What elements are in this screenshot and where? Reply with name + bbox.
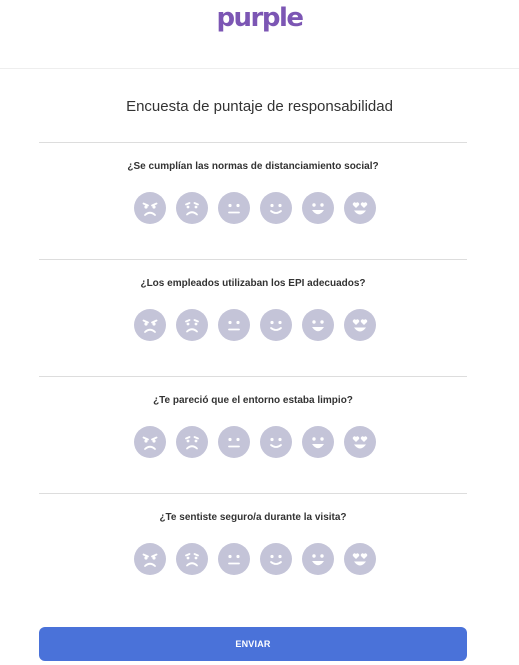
submit-button[interactable]: ENVIAR (39, 627, 467, 661)
survey-title: Encuesta de puntaje de responsabilidad (126, 98, 393, 115)
question-section-4: ¿Te sentiste seguro/a durante la visita? (39, 493, 467, 575)
question-section-3: ¿Te pareció que el entorno estaba limpio… (39, 376, 467, 458)
question-section-2: ¿Los empleados utilizaban los EPI adecua… (39, 259, 467, 341)
heart-eyes-face-icon[interactable] (344, 192, 376, 224)
happy-face-icon[interactable] (302, 426, 334, 458)
heart-eyes-face-icon[interactable] (344, 426, 376, 458)
neutral-face-icon[interactable] (218, 426, 250, 458)
slight-smile-face-icon[interactable] (260, 543, 292, 575)
angry-face-icon[interactable] (134, 192, 166, 224)
sad-face-icon[interactable] (176, 426, 208, 458)
heart-eyes-face-icon[interactable] (344, 309, 376, 341)
neutral-face-icon[interactable] (218, 309, 250, 341)
question-text: ¿Te sentiste seguro/a durante la visita? (159, 512, 347, 523)
happy-face-icon[interactable] (302, 192, 334, 224)
slight-smile-face-icon[interactable] (260, 309, 292, 341)
brand-logo: purple (216, 3, 304, 33)
header: purple (0, 0, 519, 69)
rating-faces (134, 426, 376, 458)
slight-smile-face-icon[interactable] (260, 192, 292, 224)
sad-face-icon[interactable] (176, 192, 208, 224)
question-text: ¿Los empleados utilizaban los EPI adecua… (140, 278, 366, 289)
rating-faces (134, 309, 376, 341)
angry-face-icon[interactable] (134, 309, 166, 341)
question-text: ¿Se cumplían las normas de distanciamien… (127, 161, 379, 172)
question-section-1: ¿Se cumplían las normas de distanciamien… (39, 142, 467, 224)
sad-face-icon[interactable] (176, 543, 208, 575)
angry-face-icon[interactable] (134, 543, 166, 575)
happy-face-icon[interactable] (302, 543, 334, 575)
neutral-face-icon[interactable] (218, 192, 250, 224)
happy-face-icon[interactable] (302, 309, 334, 341)
sad-face-icon[interactable] (176, 309, 208, 341)
angry-face-icon[interactable] (134, 426, 166, 458)
question-text: ¿Te pareció que el entorno estaba limpio… (153, 395, 353, 406)
neutral-face-icon[interactable] (218, 543, 250, 575)
rating-faces (134, 543, 376, 575)
slight-smile-face-icon[interactable] (260, 426, 292, 458)
heart-eyes-face-icon[interactable] (344, 543, 376, 575)
rating-faces (134, 192, 376, 224)
